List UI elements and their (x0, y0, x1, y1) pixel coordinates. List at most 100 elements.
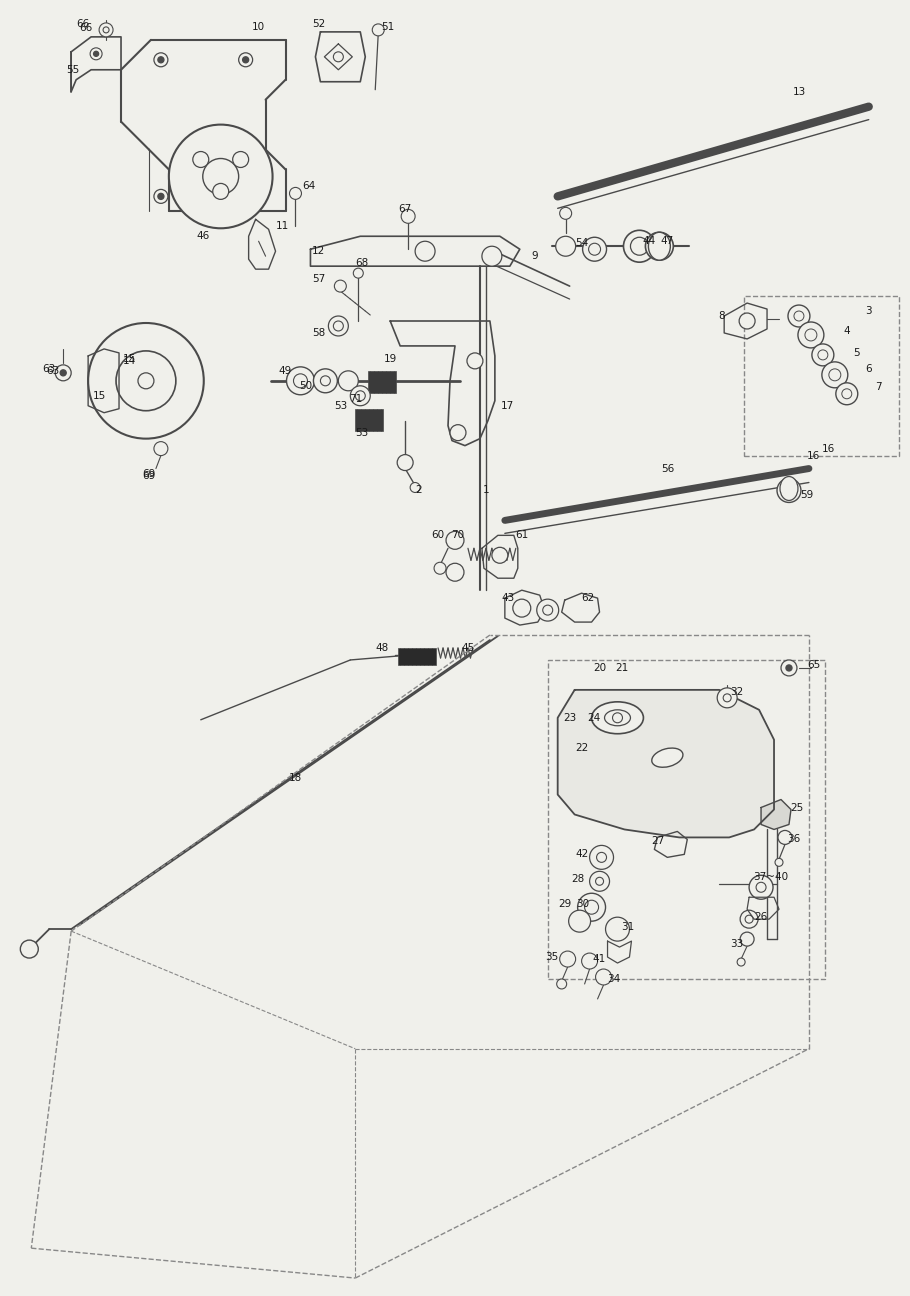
Circle shape (138, 373, 154, 389)
Text: 70: 70 (451, 530, 464, 540)
Circle shape (154, 442, 167, 456)
Bar (548, 660, 824, 978)
Text: 45: 45 (461, 643, 475, 653)
Circle shape (334, 280, 347, 292)
Circle shape (590, 845, 613, 870)
Text: 25: 25 (790, 802, 804, 813)
Circle shape (794, 311, 804, 321)
Polygon shape (558, 689, 774, 837)
Circle shape (213, 184, 228, 200)
Text: 15: 15 (122, 354, 136, 364)
Circle shape (339, 371, 359, 391)
Circle shape (818, 350, 828, 360)
Text: 41: 41 (593, 954, 606, 964)
Circle shape (569, 910, 591, 932)
Circle shape (645, 232, 673, 260)
Circle shape (631, 237, 649, 255)
Text: 47: 47 (661, 236, 674, 246)
Ellipse shape (592, 702, 643, 734)
Text: 8: 8 (718, 311, 724, 321)
Circle shape (737, 958, 745, 966)
Circle shape (329, 316, 349, 336)
Text: 32: 32 (731, 687, 743, 697)
Text: 19: 19 (384, 354, 397, 364)
Text: 2: 2 (415, 486, 421, 495)
Text: 57: 57 (312, 275, 325, 284)
Ellipse shape (649, 232, 671, 260)
Circle shape (238, 53, 253, 67)
Circle shape (158, 57, 164, 62)
Text: 20: 20 (593, 664, 606, 673)
Circle shape (492, 547, 508, 564)
Text: 18: 18 (288, 772, 302, 783)
Text: 49: 49 (278, 365, 292, 376)
Text: 12: 12 (312, 246, 325, 257)
Circle shape (20, 940, 38, 958)
Circle shape (595, 877, 603, 885)
Text: 53: 53 (334, 400, 347, 411)
Circle shape (355, 391, 365, 400)
Circle shape (450, 425, 466, 441)
Text: 10: 10 (252, 22, 265, 32)
Text: 30: 30 (576, 899, 589, 910)
Text: 66: 66 (76, 19, 90, 29)
Circle shape (542, 605, 552, 616)
Text: 51: 51 (381, 22, 395, 32)
Circle shape (333, 321, 343, 330)
Circle shape (415, 241, 435, 262)
Circle shape (786, 665, 792, 671)
Text: 65: 65 (807, 660, 821, 670)
Text: 61: 61 (515, 530, 529, 540)
Text: 46: 46 (197, 231, 209, 241)
Circle shape (313, 369, 338, 393)
Circle shape (756, 883, 766, 892)
Circle shape (597, 853, 607, 862)
Text: 43: 43 (501, 594, 514, 603)
Ellipse shape (652, 748, 682, 767)
Text: 69: 69 (142, 470, 156, 481)
Circle shape (556, 236, 576, 257)
Circle shape (605, 918, 630, 941)
Text: 7: 7 (875, 382, 882, 391)
Bar (369, 371, 396, 393)
Circle shape (842, 389, 852, 399)
Text: 48: 48 (376, 643, 389, 653)
Text: 33: 33 (731, 940, 743, 949)
Text: 16: 16 (807, 451, 821, 460)
Text: 66: 66 (79, 23, 93, 32)
Circle shape (589, 244, 601, 255)
Text: 37~40: 37~40 (753, 872, 789, 883)
Circle shape (446, 531, 464, 550)
Circle shape (623, 231, 655, 262)
Circle shape (169, 124, 273, 228)
Text: 21: 21 (615, 664, 628, 673)
Circle shape (835, 382, 858, 404)
Polygon shape (761, 800, 791, 829)
Bar (744, 295, 899, 456)
Circle shape (775, 858, 783, 866)
Circle shape (581, 953, 598, 969)
Text: 22: 22 (575, 743, 588, 753)
Text: 53: 53 (356, 428, 369, 438)
Circle shape (717, 688, 737, 708)
Circle shape (781, 660, 797, 677)
Circle shape (243, 57, 248, 62)
Text: 29: 29 (558, 899, 571, 910)
Ellipse shape (604, 710, 631, 726)
Circle shape (612, 713, 622, 723)
Circle shape (90, 48, 102, 60)
Circle shape (103, 27, 109, 32)
Circle shape (287, 367, 315, 395)
Circle shape (590, 871, 610, 892)
Circle shape (740, 910, 758, 928)
Circle shape (777, 478, 801, 503)
Circle shape (158, 193, 164, 200)
Text: 13: 13 (793, 87, 805, 97)
Circle shape (60, 369, 66, 376)
Circle shape (294, 373, 308, 388)
Text: 52: 52 (312, 19, 325, 29)
Text: 55: 55 (66, 65, 80, 75)
Text: 16: 16 (823, 443, 835, 454)
Circle shape (193, 152, 208, 167)
Circle shape (513, 599, 531, 617)
